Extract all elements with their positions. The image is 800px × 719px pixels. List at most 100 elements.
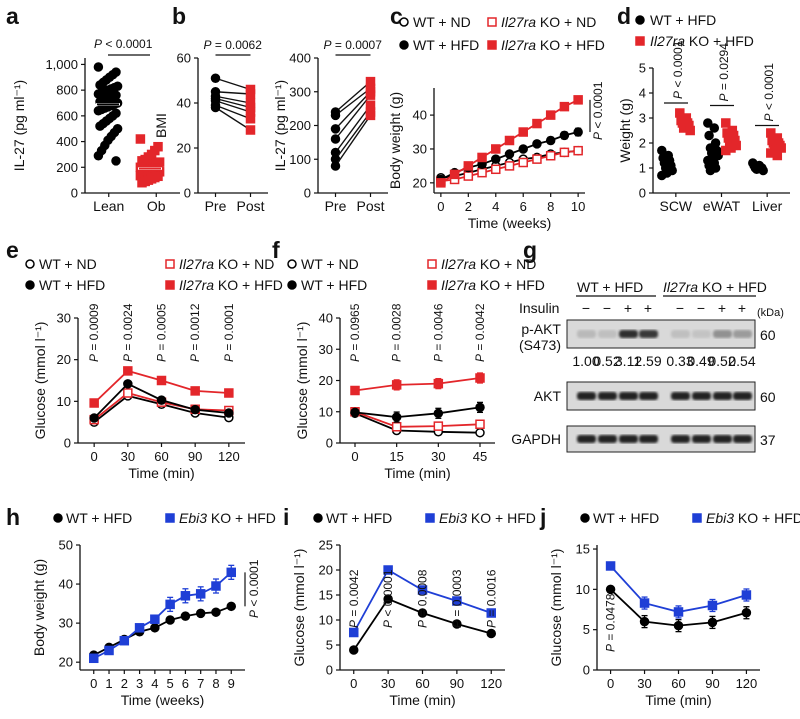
data-point	[433, 408, 444, 419]
post-point	[245, 89, 256, 99]
x-tick-label: eWAT	[703, 198, 741, 214]
data-point	[165, 615, 175, 625]
p-text: = 0.0028	[390, 303, 404, 354]
p-text: = 0.0965	[348, 303, 362, 354]
series-line	[609, 565, 747, 613]
rest: KO + HFD	[698, 279, 767, 295]
y-axis-label: IL-27 (pg ml⁻¹)	[11, 80, 27, 171]
data-point	[349, 627, 359, 638]
y-tick-label: 5	[639, 61, 646, 76]
panel-label: j	[539, 504, 546, 530]
data-point	[741, 607, 752, 618]
x-tick-label: 0	[437, 199, 444, 214]
data-point	[707, 600, 718, 611]
legend-label: WT + ND	[39, 256, 97, 272]
p-value: P = 0.0042	[347, 569, 361, 628]
y-axis-label: Glucose (mmol l⁻¹)	[291, 549, 307, 667]
y-tick-label: 40	[413, 108, 427, 123]
y-tick-label: 20	[59, 655, 73, 670]
x-tick-label: Post	[356, 198, 384, 214]
p-value: P = 0.0042	[473, 303, 487, 362]
p-text: < 0.0001	[247, 559, 261, 610]
x-tick-label: Pre	[325, 198, 347, 214]
data-point	[605, 561, 616, 571]
series-line	[354, 406, 481, 419]
legend-marker	[165, 259, 175, 269]
panel-label: g	[523, 237, 537, 263]
p-symbol: P	[762, 113, 776, 121]
data-point	[190, 404, 200, 415]
y-tick-label: 30	[57, 311, 71, 326]
p-symbol: P	[450, 620, 464, 628]
data-point	[704, 130, 714, 141]
data-point	[504, 161, 515, 171]
p-text: = 0.0016	[484, 569, 498, 620]
data-point	[532, 118, 542, 129]
blot-band	[598, 330, 617, 338]
chart-j: 0 5 10 15 0 30 60 90 120 Time (min) Glucose (mmol …	[548, 510, 800, 708]
data-point	[639, 616, 650, 627]
blot-row-label: AKT	[534, 388, 562, 404]
data-point	[226, 601, 236, 612]
legend-marker	[580, 513, 590, 523]
panel-label: i	[283, 504, 289, 530]
legend-marker	[53, 513, 63, 523]
y-tick-label: 2	[639, 136, 646, 151]
p-symbol: P	[204, 38, 212, 52]
p-value: P = 0.0007	[324, 38, 383, 52]
legend-marker	[287, 280, 297, 290]
data-point	[104, 645, 114, 656]
data-point	[709, 123, 720, 133]
x-tick-label: 4	[492, 199, 499, 214]
data-point	[137, 177, 147, 188]
y-tick-label: 0	[304, 186, 311, 201]
x-axis-label: Time (min)	[384, 465, 450, 481]
insulin-sign: +	[644, 300, 652, 316]
x-axis-label: Time (min)	[389, 692, 455, 708]
x-tick-label: 6	[520, 199, 527, 214]
data-point	[224, 408, 234, 418]
data-point	[226, 567, 236, 578]
data-point	[449, 169, 460, 180]
data-point	[605, 584, 616, 595]
legend-marker	[427, 280, 437, 290]
data-point	[721, 118, 731, 128]
data-point	[475, 373, 485, 383]
blot-band	[619, 330, 638, 338]
y-axis-label: Glucose (mmol l⁻¹)	[32, 322, 48, 440]
p-text: < 0.0001	[762, 63, 776, 114]
insulin-sign: −	[697, 300, 705, 316]
p-text: < 0.0001	[591, 81, 605, 132]
panel-label: b	[172, 3, 186, 29]
data-point	[559, 101, 570, 112]
x-axis-label: Time (min)	[128, 465, 194, 481]
legend-gene: Il27ra	[501, 14, 536, 30]
data-point	[772, 150, 783, 161]
legend-marker	[287, 259, 297, 269]
p-symbol: P	[416, 620, 430, 628]
pair-line	[335, 87, 371, 116]
blot-band	[733, 392, 752, 400]
y-axis-label: Body weight (g)	[31, 559, 47, 656]
x-tick-label: Ob	[147, 198, 166, 214]
data-point	[758, 165, 768, 176]
legend-marker	[487, 17, 497, 27]
blot-row-sublabel: (S473)	[519, 337, 561, 353]
quant-value: 2.59	[634, 353, 661, 369]
data-point	[545, 110, 556, 120]
p-value: P = 0.0024	[121, 303, 135, 362]
chart-h: 20 30 40 50 0 1 2 3 4 5 6 7 8 9 Time (weeks) Body weigh…	[31, 510, 276, 708]
p-text: = 0.0008	[416, 569, 430, 620]
blot-band	[692, 392, 711, 400]
p-symbol: P	[188, 354, 202, 362]
p-value: P = 0.0016	[484, 569, 498, 628]
quant-value: 0.33	[666, 353, 693, 369]
legend-label: WT + HFD	[593, 510, 659, 526]
y-tick-label: 30	[59, 616, 73, 631]
blot-band	[671, 330, 690, 338]
x-tick-label: 5	[167, 676, 174, 691]
p-text: = 0.0478	[604, 593, 618, 644]
p-value: P = 0.0046	[431, 303, 445, 362]
x-tick-label: 6	[182, 676, 189, 691]
data-point	[93, 62, 104, 72]
